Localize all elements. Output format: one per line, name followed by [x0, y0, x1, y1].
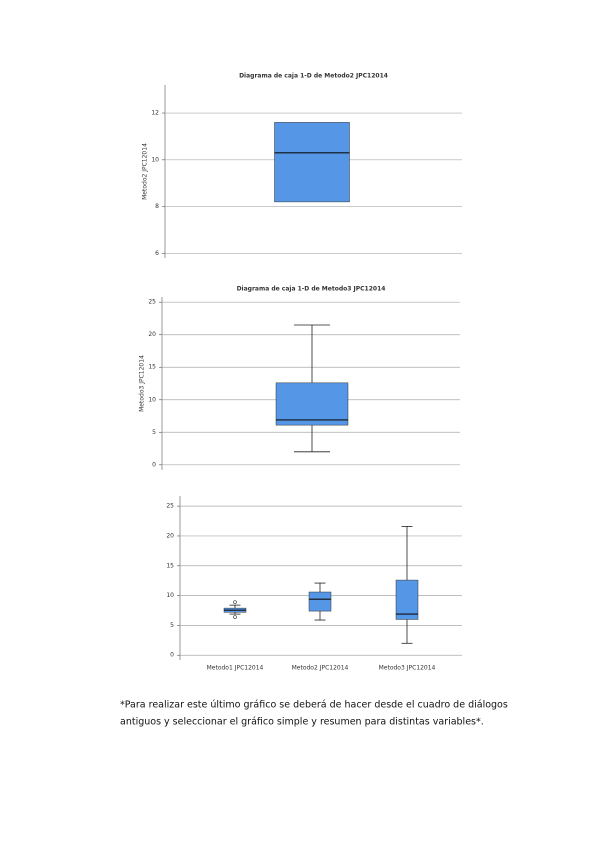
outlier — [233, 615, 237, 619]
box — [275, 382, 349, 426]
y-axis-label: Metodo2 JPC12014 — [142, 143, 149, 200]
box — [308, 591, 332, 612]
x-tick-label: Metodo1 JPC12014 — [207, 665, 264, 672]
box — [274, 122, 350, 203]
box — [395, 579, 419, 620]
y-tick-label: 0 — [170, 652, 174, 659]
y-tick-label: 10 — [166, 592, 174, 599]
chart-title: Diagrama de caja 1-D de Metodo2 JPC12014 — [239, 73, 388, 80]
caption-line: *Para realizar este último gráfico se de… — [120, 700, 508, 711]
y-tick-label: 5 — [152, 429, 156, 436]
y-tick-label: 20 — [166, 532, 174, 539]
y-tick-label: 8 — [155, 203, 159, 210]
outlier — [233, 600, 237, 604]
y-tick-label: 15 — [166, 562, 174, 569]
y-tick-label: 0 — [152, 461, 156, 468]
y-tick-label: 12 — [151, 110, 159, 117]
y-tick-label: 6 — [155, 250, 159, 257]
y-tick-label: 5 — [170, 622, 174, 629]
caption-line: antiguos y seleccionar el gráfico simple… — [120, 717, 484, 728]
x-tick-label: Metodo2 JPC12014 — [292, 665, 349, 672]
y-tick-label: 25 — [166, 503, 174, 510]
y-tick-label: 10 — [151, 156, 159, 163]
y-tick-label: 10 — [148, 396, 156, 403]
y-tick-label: 20 — [148, 331, 156, 338]
chart-title: Diagrama de caja 1-D de Metodo3 JPC12014 — [237, 286, 386, 293]
y-axis-label: Metodo3 JPC12014 — [139, 355, 146, 412]
x-tick-label: Metodo3 JPC12014 — [379, 665, 436, 672]
y-tick-label: 25 — [148, 299, 156, 306]
y-tick-label: 15 — [148, 364, 156, 371]
